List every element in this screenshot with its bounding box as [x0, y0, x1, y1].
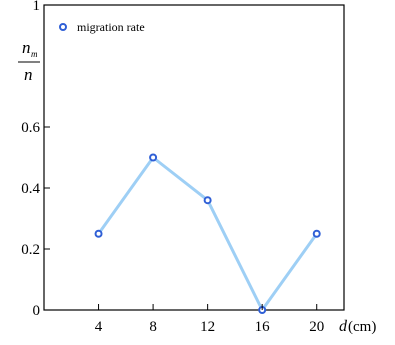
series-layer [94, 153, 321, 314]
y-label-numerator-subscript: m [31, 49, 38, 59]
x-tick-label: 12 [200, 319, 215, 335]
data-point [203, 196, 212, 205]
x-tick-label: 4 [95, 319, 103, 335]
y-axis-ticks: 0 0.2 0.4 0.6 1 [21, 0, 50, 319]
y-label-denominator: n [24, 65, 33, 84]
plot-frame [43, 4, 345, 311]
y-tick-label: 0.4 [21, 181, 40, 197]
x-tick-label: 8 [149, 319, 157, 335]
x-axis-ticks: 4 8 12 16 20 [95, 304, 324, 335]
legend-label: migration rate [77, 20, 145, 34]
series-line [97, 156, 318, 312]
x-axis-label: d (cm) [339, 318, 376, 335]
data-point [149, 153, 158, 162]
legend: migration rate [59, 20, 145, 34]
x-label-variable: d [339, 318, 348, 335]
y-tick-label: 0.2 [21, 242, 40, 258]
x-label-unit: (cm) [348, 319, 376, 335]
y-tick-label: 0.6 [21, 120, 40, 136]
y-axis-label: n m n [18, 38, 40, 84]
y-tick-label: 0 [33, 303, 41, 319]
x-tick-label: 16 [255, 319, 271, 335]
legend-marker [59, 23, 67, 31]
data-point [312, 229, 321, 238]
y-tick-label: 1 [33, 0, 41, 14]
y-label-numerator: n [22, 38, 31, 57]
x-tick-label: 20 [309, 319, 324, 335]
data-point [94, 229, 103, 238]
